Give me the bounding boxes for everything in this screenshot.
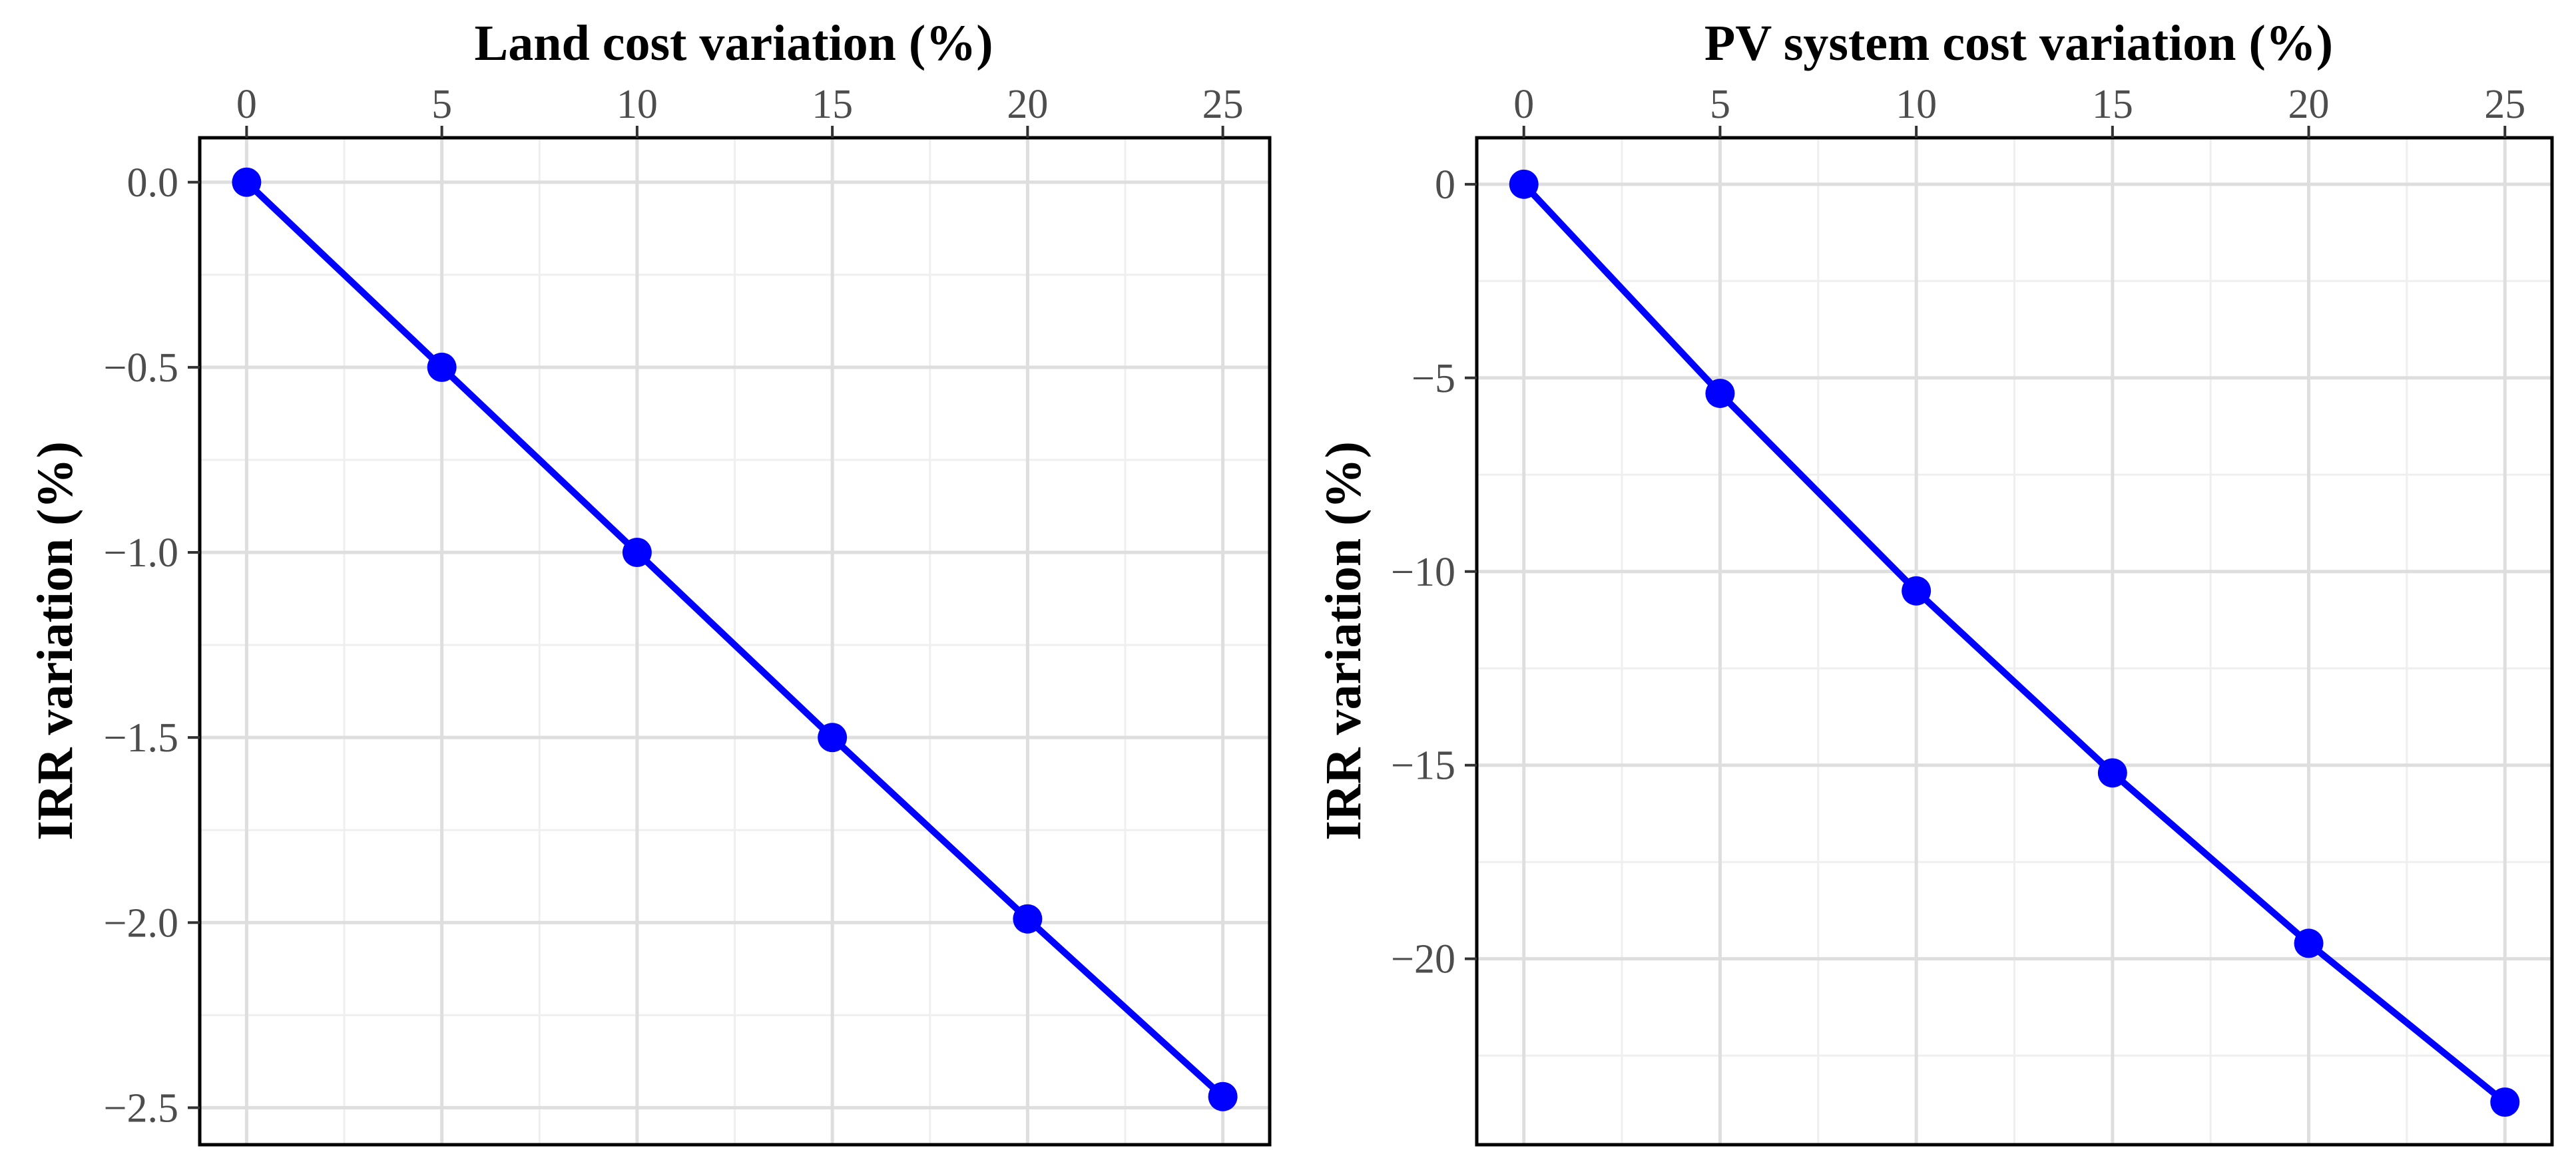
x-tick-label: 15	[2092, 82, 2133, 127]
pv-system-cost-ticks: 0 5 10 15 20 25 0 −5 −10 −15 −20	[1391, 82, 2525, 982]
data-point	[427, 352, 457, 382]
y-tick-label: −2.5	[104, 1085, 178, 1131]
data-point	[1902, 576, 1932, 606]
pv-system-cost-y-axis-title: IRR variation (%)	[1316, 441, 1372, 841]
data-point	[818, 723, 848, 753]
land-cost-panel: Land cost variation (%) 0 5 10 15 20 25 0.0 −0.…	[27, 15, 1272, 1147]
y-tick-label: −15	[1391, 743, 1455, 789]
data-point	[622, 538, 652, 567]
x-tick-label: 25	[2484, 82, 2525, 127]
x-tick-label: 20	[2288, 82, 2330, 127]
y-tick-label: −1.0	[104, 530, 178, 576]
x-tick-label: 5	[1710, 82, 1730, 127]
y-tick-label: 0	[1435, 162, 1455, 208]
pv-system-cost-marks	[1509, 169, 2520, 1117]
x-tick-label: 25	[1202, 82, 1244, 127]
y-tick-label: 0.0	[127, 160, 179, 206]
land-cost-panel-title: Land cost variation (%)	[475, 15, 993, 71]
y-tick-label: −20	[1391, 937, 1455, 982]
x-tick-label: 20	[1007, 82, 1048, 127]
y-tick-label: −1.5	[104, 715, 178, 761]
data-point	[2490, 1087, 2520, 1117]
pv-system-cost-plot-border	[1475, 136, 2554, 1147]
x-tick-label: 5	[431, 82, 452, 127]
x-tick-label: 10	[1896, 82, 1937, 127]
y-tick-label: −0.5	[104, 345, 178, 391]
data-point	[2097, 758, 2127, 788]
data-point	[1013, 904, 1043, 934]
x-tick-label: 15	[812, 82, 853, 127]
series-line	[243, 178, 1226, 1100]
land-cost-plot-border	[198, 136, 1272, 1147]
land-cost-y-axis-title: IRR variation (%)	[27, 441, 83, 841]
pv-system-cost-panel-title: PV system cost variation (%)	[1704, 15, 2333, 71]
x-tick-label: 10	[617, 82, 658, 127]
pv-system-cost-grid	[1477, 138, 2552, 1145]
data-point	[1705, 379, 1735, 409]
data-point	[1208, 1081, 1238, 1111]
land-cost-marks	[232, 167, 1238, 1111]
y-tick-label: −2.0	[104, 900, 178, 946]
y-tick-label: −5	[1412, 356, 1455, 401]
data-point	[232, 167, 262, 197]
land-cost-grid	[200, 138, 1270, 1145]
x-tick-label: 0	[1513, 82, 1534, 127]
data-point	[2294, 928, 2324, 958]
land-cost-ticks: 0 5 10 15 20 25 0.0 −0.5 −1.0 −1.5 −2.0 −2.5	[104, 82, 1244, 1131]
series-line	[1520, 180, 2509, 1105]
y-tick-label: −10	[1391, 550, 1455, 595]
data-point	[1509, 169, 1539, 199]
pv-system-cost-panel: PV system cost variation (%) 0 5 10 15 20 250…	[1316, 15, 2554, 1147]
x-tick-label: 0	[236, 82, 257, 127]
